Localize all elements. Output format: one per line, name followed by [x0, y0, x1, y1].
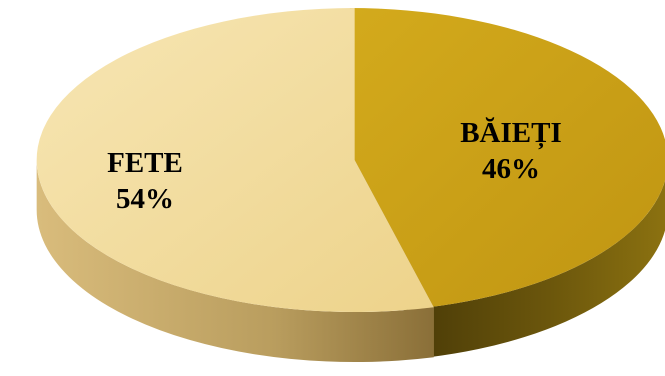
slice-top-face — [349, 8, 665, 308]
slice-value-label-fete: 54% — [116, 183, 174, 215]
slice-side-wall — [428, 180, 665, 358]
slice-label-baieti: BĂIEȚI — [460, 116, 562, 150]
pie-slice-fete — [36, 8, 434, 363]
slice-value-label-baieti: 46% — [482, 153, 540, 185]
slice-label-fete: FETE — [107, 147, 183, 179]
slice-side-wall — [36, 160, 434, 363]
slice-top-face — [36, 8, 434, 312]
